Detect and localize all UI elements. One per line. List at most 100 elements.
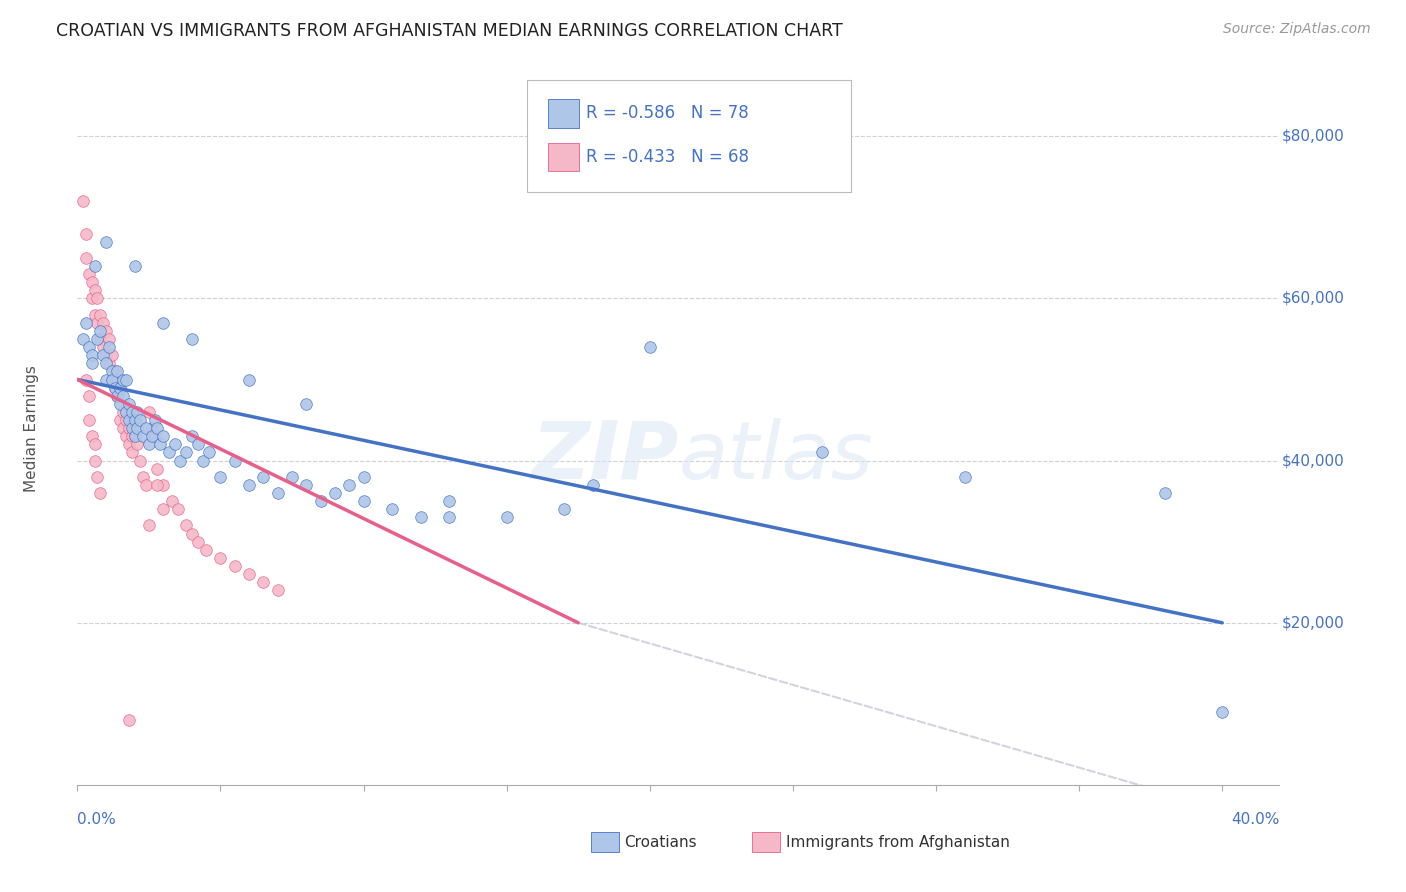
Point [107, 389, 129, 403]
Point [810, 445, 832, 459]
Point [149, 437, 172, 451]
Point [381, 502, 404, 516]
Point [152, 478, 174, 492]
Point [121, 421, 143, 435]
Point [180, 526, 202, 541]
Point [118, 421, 141, 435]
Point [135, 478, 157, 492]
Point [281, 470, 304, 484]
Point [97, 356, 120, 370]
Point [138, 405, 160, 419]
Text: $20,000: $20,000 [1282, 615, 1344, 631]
Point [107, 364, 129, 378]
Text: $80,000: $80,000 [1282, 128, 1344, 144]
Point [86, 292, 108, 306]
Point [110, 413, 132, 427]
Point [121, 429, 143, 443]
Text: 0.0%: 0.0% [77, 812, 117, 827]
Point [267, 486, 290, 500]
Point [174, 518, 197, 533]
Point [75, 227, 97, 241]
Point [439, 510, 461, 524]
Text: Croatians: Croatians [624, 835, 697, 849]
Point [638, 340, 661, 354]
Point [94, 324, 117, 338]
Point [112, 389, 135, 403]
Point [135, 421, 157, 435]
Point [118, 397, 141, 411]
Text: atlas: atlas [679, 417, 873, 496]
Point [121, 405, 143, 419]
Point [86, 470, 108, 484]
Point [186, 534, 209, 549]
Point [138, 518, 160, 533]
Point [238, 567, 260, 582]
Point [252, 470, 274, 484]
Point [146, 478, 169, 492]
Point [86, 316, 108, 330]
Point [80, 275, 103, 289]
Point [238, 372, 260, 386]
Point [80, 348, 103, 362]
Point [100, 348, 122, 362]
Point [337, 478, 360, 492]
Point [89, 332, 111, 346]
Point [209, 550, 232, 565]
Point [1211, 705, 1233, 719]
Point [323, 486, 346, 500]
Point [195, 542, 218, 557]
Point [86, 332, 108, 346]
Point [124, 259, 146, 273]
Text: Source: ZipAtlas.com: Source: ZipAtlas.com [1223, 22, 1371, 37]
Point [83, 259, 105, 273]
Point [115, 413, 138, 427]
Point [89, 486, 111, 500]
Point [129, 413, 152, 427]
Point [107, 389, 129, 403]
Point [83, 308, 105, 322]
Point [94, 356, 117, 370]
Point [118, 437, 141, 451]
Point [103, 381, 125, 395]
Point [409, 510, 432, 524]
Point [224, 453, 246, 467]
Point [83, 437, 105, 451]
Text: ZIP: ZIP [531, 417, 679, 496]
Point [169, 453, 191, 467]
Point [132, 470, 155, 484]
Point [112, 372, 135, 386]
Point [124, 413, 146, 427]
Point [80, 356, 103, 370]
Point [198, 445, 221, 459]
Point [103, 381, 125, 395]
Point [439, 494, 461, 508]
Point [75, 372, 97, 386]
Point [146, 421, 169, 435]
Point [553, 502, 575, 516]
Text: R = -0.433   N = 68: R = -0.433 N = 68 [586, 148, 749, 166]
Point [132, 429, 155, 443]
Point [295, 397, 318, 411]
Point [141, 429, 163, 443]
Point [100, 364, 122, 378]
Point [163, 437, 186, 451]
Point [91, 316, 114, 330]
Point [252, 575, 274, 590]
Point [94, 372, 117, 386]
Point [124, 413, 146, 427]
Text: Immigrants from Afghanistan: Immigrants from Afghanistan [786, 835, 1010, 849]
Point [110, 397, 132, 411]
Point [77, 267, 100, 281]
Point [89, 324, 111, 338]
Text: CROATIAN VS IMMIGRANTS FROM AFGHANISTAN MEDIAN EARNINGS CORRELATION CHART: CROATIAN VS IMMIGRANTS FROM AFGHANISTAN … [56, 22, 844, 40]
Point [100, 372, 122, 386]
Point [127, 437, 149, 451]
Point [115, 405, 138, 419]
Point [72, 194, 94, 208]
Point [1154, 486, 1177, 500]
Point [91, 348, 114, 362]
Point [157, 445, 180, 459]
Point [112, 405, 135, 419]
Point [186, 437, 209, 451]
Point [193, 453, 215, 467]
